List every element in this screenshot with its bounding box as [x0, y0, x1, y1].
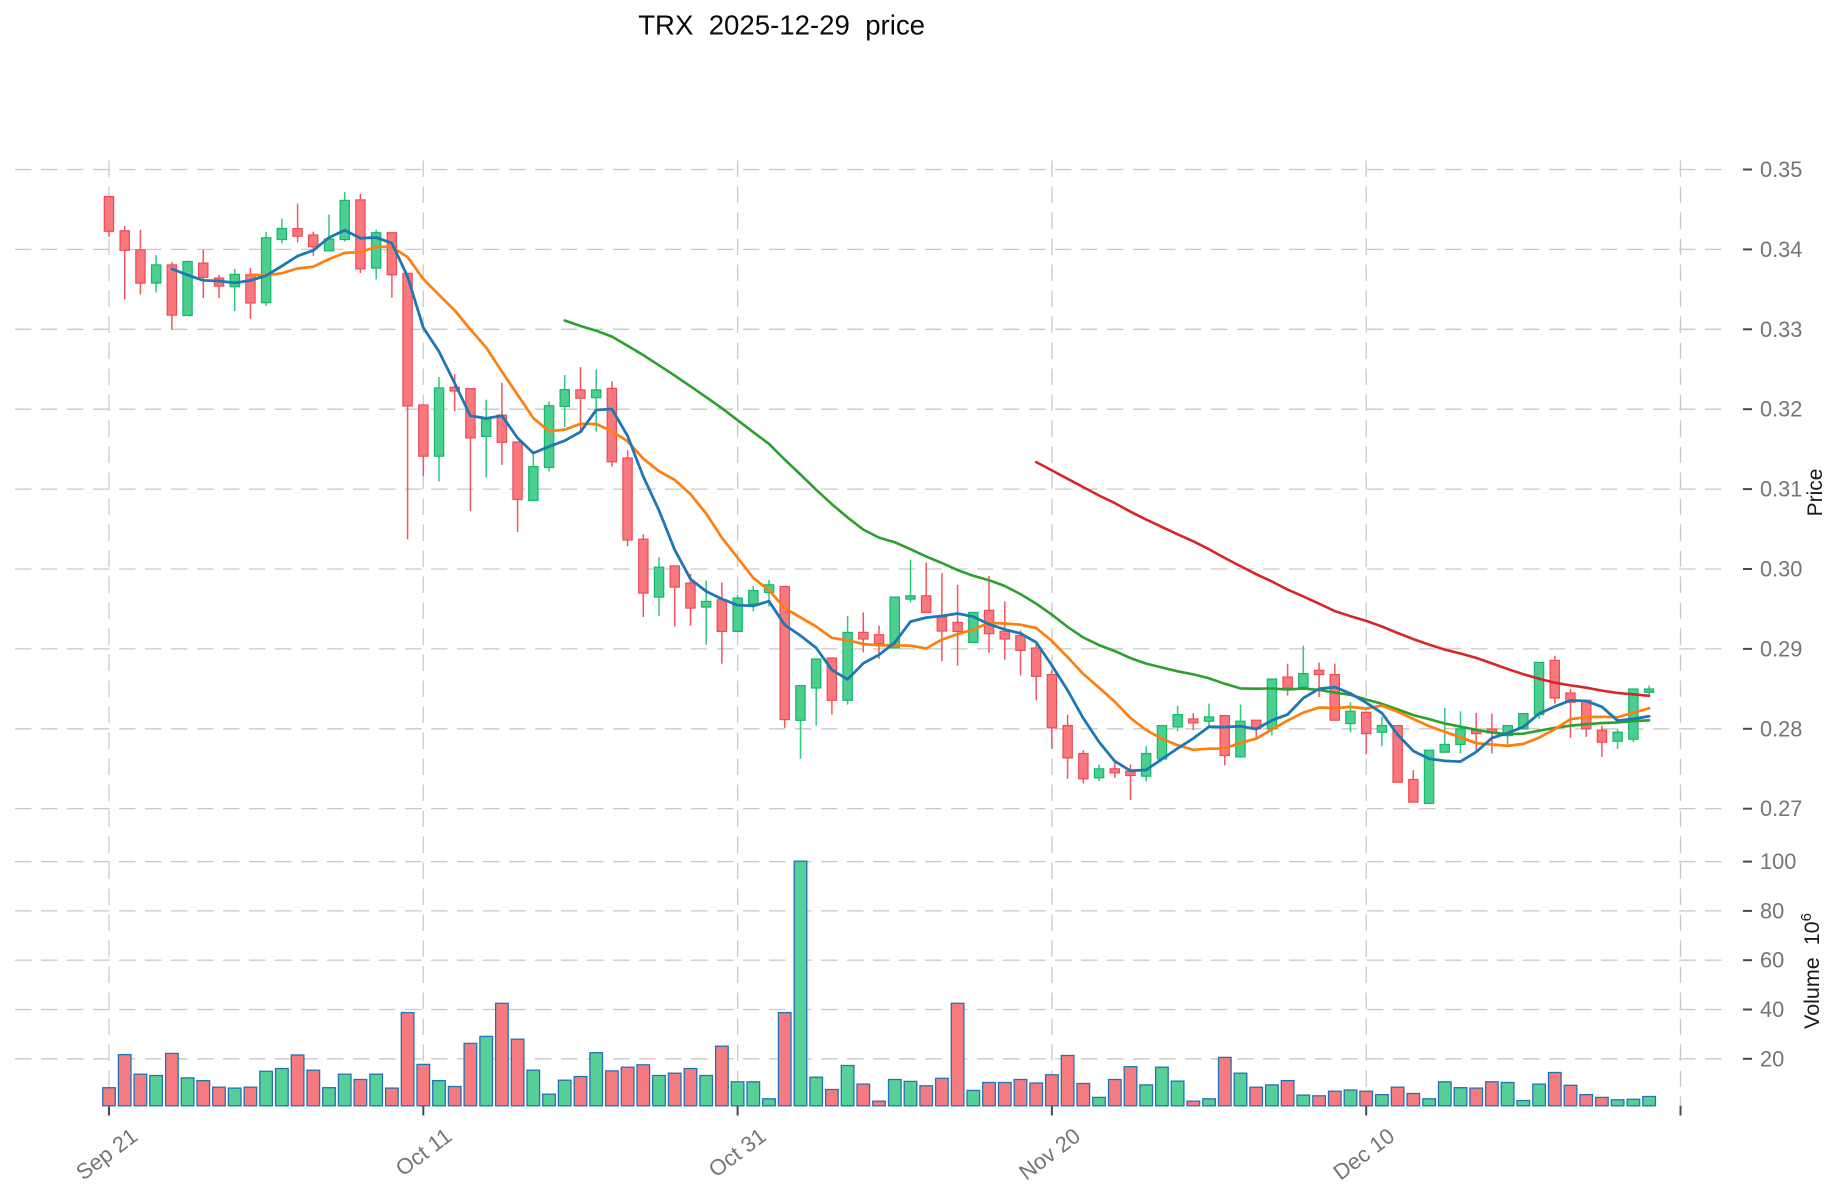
svg-text:Volume 106: Volume 106	[1798, 913, 1824, 1029]
svg-text:0.28: 0.28	[1760, 716, 1802, 741]
svg-text:0.29: 0.29	[1760, 636, 1802, 661]
svg-text:0.32: 0.32	[1760, 397, 1802, 422]
svg-text:Price: Price	[1804, 469, 1827, 517]
svg-text:80: 80	[1760, 898, 1784, 923]
svg-text:0.27: 0.27	[1760, 796, 1802, 821]
svg-text:0.35: 0.35	[1760, 157, 1802, 182]
svg-text:0.34: 0.34	[1760, 237, 1802, 262]
svg-text:0.31: 0.31	[1760, 477, 1802, 502]
svg-text:40: 40	[1760, 997, 1784, 1022]
svg-text:TRX 2025-12-29 price: TRX 2025-12-29 price	[638, 10, 925, 41]
svg-text:60: 60	[1760, 948, 1784, 973]
svg-text:0.30: 0.30	[1760, 557, 1802, 582]
svg-text:20: 20	[1760, 1046, 1784, 1071]
svg-text:100: 100	[1760, 849, 1796, 874]
svg-text:0.33: 0.33	[1760, 317, 1802, 342]
